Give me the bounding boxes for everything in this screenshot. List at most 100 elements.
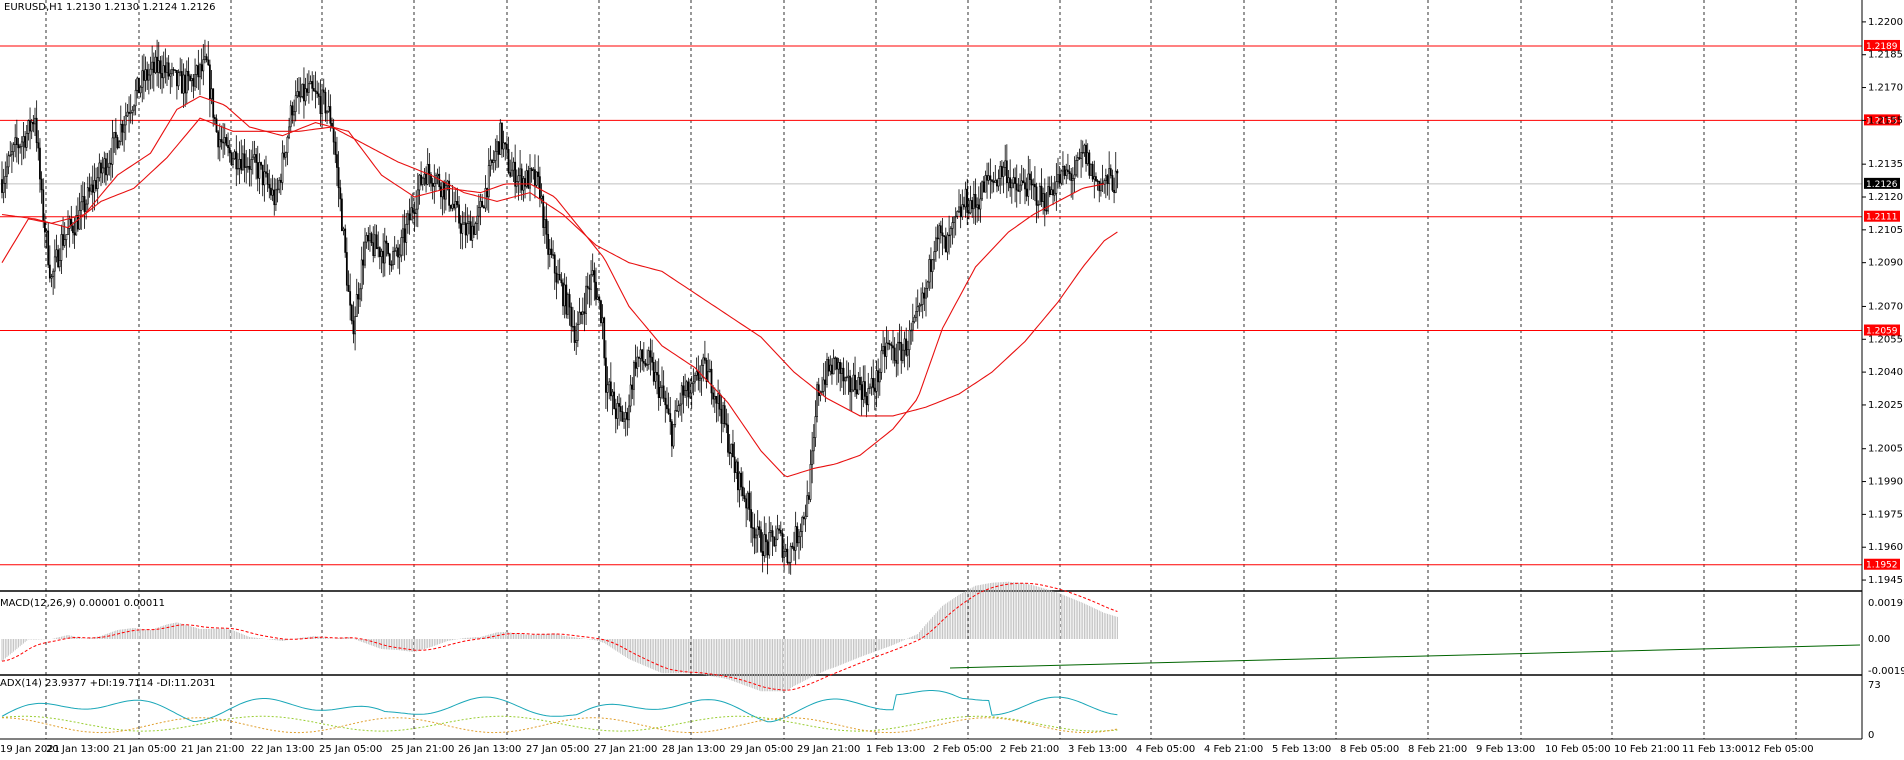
candle (669, 396, 672, 435)
candle (307, 70, 310, 104)
x-tick-label-16: 3 Feb 13:00 (1068, 744, 1127, 755)
candle (232, 152, 234, 169)
candle (466, 207, 469, 243)
candle (439, 182, 442, 210)
candle (736, 457, 739, 503)
candle (227, 132, 229, 157)
x-tick-label-19: 5 Feb 13:00 (1272, 744, 1331, 755)
candle (283, 145, 286, 160)
y-tick-label-13: 1.1990 (1868, 477, 1903, 488)
candle (679, 392, 682, 416)
candle (969, 185, 972, 215)
candle (613, 382, 616, 410)
candle (743, 487, 746, 503)
x-tick-label-14: 2 Feb 05:00 (933, 744, 992, 755)
candle (550, 237, 553, 259)
candle (464, 203, 467, 249)
candle (585, 276, 588, 326)
candle (205, 53, 208, 63)
candle (573, 310, 576, 351)
chart-grid (45, 0, 1797, 739)
candle (187, 57, 190, 91)
candle (580, 311, 583, 325)
candle (63, 222, 66, 248)
candle (642, 342, 645, 372)
candle (538, 166, 541, 208)
candle (497, 140, 500, 168)
candle (553, 252, 556, 290)
candle (380, 248, 383, 274)
candle (529, 154, 531, 202)
candle (1022, 167, 1025, 184)
candle (958, 189, 960, 214)
candle (608, 378, 611, 400)
candle (476, 205, 479, 240)
candle (994, 165, 997, 183)
candle (60, 224, 63, 274)
candle (661, 366, 663, 400)
candle (1050, 175, 1053, 196)
candle (906, 340, 909, 371)
candle (298, 76, 300, 115)
candle (416, 172, 419, 228)
moving-average-fast-line (1, 95, 1105, 478)
candle (1045, 192, 1048, 215)
candle (443, 179, 446, 214)
candle (250, 149, 253, 187)
candle (1065, 163, 1068, 184)
candle (17, 138, 20, 165)
candle (943, 235, 946, 249)
candle (677, 400, 680, 418)
candle (595, 267, 597, 306)
macd-signal-line (1, 582, 1118, 691)
candle (758, 520, 761, 538)
candle (855, 380, 858, 399)
candle (332, 118, 335, 155)
level-tag-text-0: 1.2189 (1866, 42, 1898, 52)
candle (925, 279, 927, 317)
candle (621, 405, 624, 422)
candle (217, 129, 220, 160)
candle (397, 239, 399, 269)
candle (930, 247, 932, 289)
candle (265, 155, 267, 178)
candle (303, 67, 305, 119)
candle (1075, 154, 1078, 177)
candle (545, 202, 548, 249)
candle (872, 359, 875, 396)
x-tick-label-12: 29 Jan 21:00 (797, 744, 860, 755)
candle (342, 226, 345, 236)
candle (522, 175, 525, 202)
candle (897, 332, 899, 376)
candle (685, 379, 688, 407)
candle (213, 114, 216, 126)
candle (48, 245, 51, 283)
x-tick-label-22: 9 Feb 13:00 (1476, 744, 1535, 755)
candle (801, 515, 804, 549)
candle (161, 55, 163, 94)
candle (963, 196, 965, 210)
candle (177, 69, 180, 91)
candle (779, 521, 782, 537)
candle (398, 244, 401, 275)
candle (784, 543, 787, 557)
candle (1043, 178, 1046, 227)
candle (472, 216, 475, 239)
candle (773, 536, 776, 548)
di-minus-line (2, 717, 1118, 734)
candle (215, 114, 218, 133)
candle (802, 511, 805, 526)
candle (609, 362, 612, 401)
x-tick-label-1: 20 Jan 13:00 (46, 744, 109, 755)
candle (373, 224, 376, 259)
candle (689, 379, 691, 399)
candle (143, 53, 145, 100)
candle (598, 295, 601, 310)
candle (306, 73, 309, 96)
candle (35, 100, 38, 152)
candle (903, 331, 906, 368)
candle (344, 224, 347, 258)
candle (378, 246, 381, 270)
candle (324, 87, 327, 122)
